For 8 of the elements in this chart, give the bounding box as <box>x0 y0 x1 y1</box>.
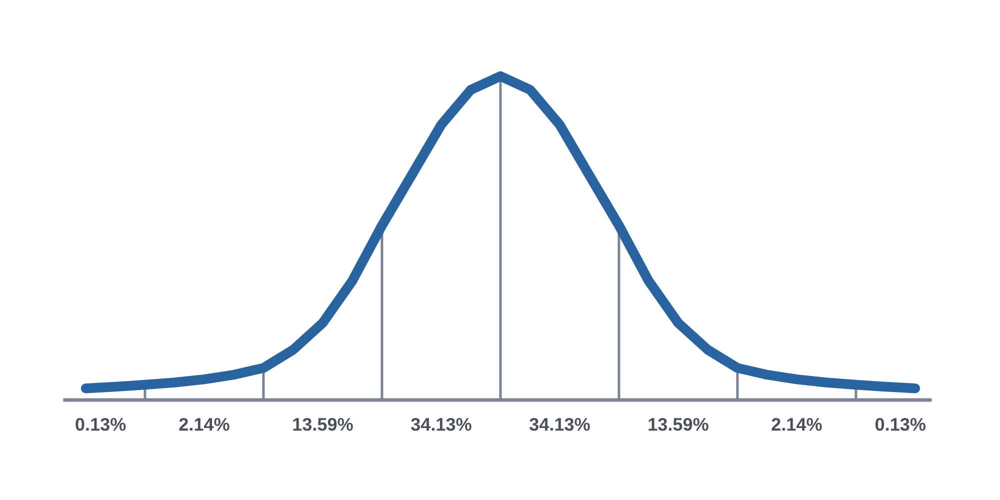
text: 34.13% <box>530 418 590 431</box>
text: 34.13% <box>411 418 472 431</box>
text: 2.14% <box>772 418 822 431</box>
text: 13.59% <box>648 418 708 431</box>
text: 0.13% <box>875 418 926 431</box>
text: 0.13% <box>76 418 126 431</box>
text: 2.14% <box>179 418 230 431</box>
text: 13.59% <box>293 418 353 431</box>
